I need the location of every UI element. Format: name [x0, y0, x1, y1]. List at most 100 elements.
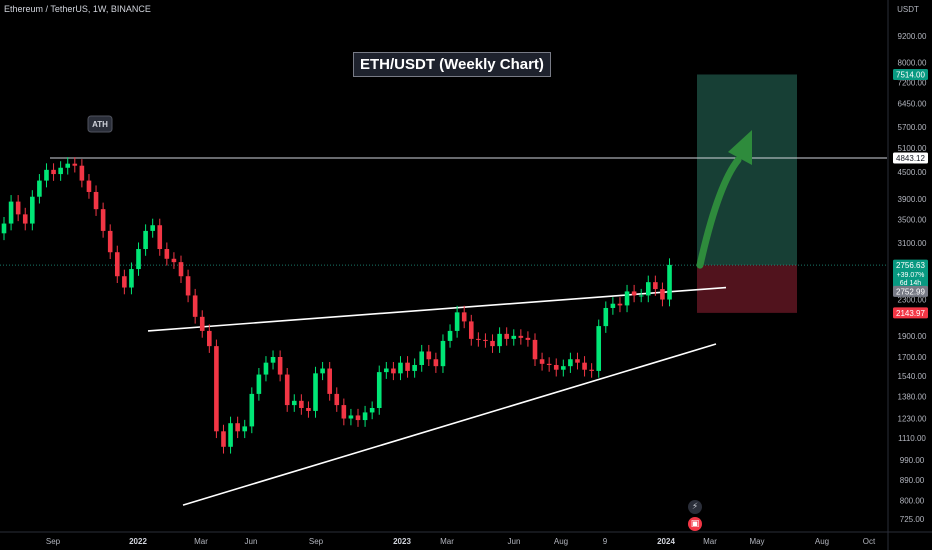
candle[interactable]	[504, 327, 509, 346]
candle[interactable]	[150, 218, 155, 238]
candle[interactable]	[235, 416, 240, 439]
candle[interactable]	[405, 356, 410, 378]
candle[interactable]	[164, 242, 170, 266]
event-icon[interactable]: ▣	[688, 517, 702, 531]
candle[interactable]	[376, 365, 382, 415]
candle[interactable]	[51, 163, 56, 181]
candle[interactable]	[86, 174, 92, 199]
candle[interactable]	[228, 416, 233, 454]
candle[interactable]	[107, 224, 113, 259]
candle[interactable]	[426, 344, 432, 367]
candle[interactable]	[129, 262, 134, 295]
candle[interactable]	[553, 358, 559, 377]
price-label-current[interactable]: 2756.63 +39.07%6d 14h	[893, 259, 928, 288]
candle[interactable]	[320, 361, 325, 381]
candle[interactable]	[490, 334, 495, 353]
candle[interactable]	[476, 332, 481, 347]
candle[interactable]	[1, 217, 7, 241]
candle[interactable]	[454, 305, 460, 338]
lower-trendline[interactable]	[182, 343, 717, 506]
candle[interactable]	[306, 401, 311, 418]
candle[interactable]	[157, 218, 163, 256]
candle[interactable]	[207, 324, 212, 353]
candle[interactable]	[355, 408, 361, 427]
candle[interactable]	[631, 284, 637, 303]
candle[interactable]	[497, 327, 502, 353]
bolt-icon[interactable]: ⚡	[688, 500, 702, 514]
candle[interactable]	[8, 195, 14, 231]
candle[interactable]	[192, 288, 198, 324]
candle[interactable]	[341, 398, 347, 426]
candle[interactable]	[525, 331, 531, 347]
candle[interactable]	[511, 329, 517, 346]
candle[interactable]	[313, 366, 318, 418]
candle[interactable]	[256, 368, 262, 401]
price-label-level[interactable]: 4843.12	[893, 152, 928, 164]
candle[interactable]	[270, 350, 276, 370]
candle[interactable]	[72, 157, 78, 173]
candle[interactable]	[419, 344, 425, 372]
candle[interactable]	[79, 159, 85, 188]
candle[interactable]	[185, 269, 191, 303]
candle[interactable]	[136, 242, 141, 276]
price-label-grey[interactable]: 2752.99	[893, 285, 928, 297]
candle[interactable]	[391, 361, 396, 381]
candle[interactable]	[362, 405, 368, 427]
candle[interactable]	[242, 419, 248, 439]
candle[interactable]	[660, 282, 665, 307]
candle[interactable]	[596, 319, 602, 378]
candle[interactable]	[568, 352, 573, 373]
candle[interactable]	[483, 333, 488, 348]
candle[interactable]	[398, 356, 403, 381]
candle[interactable]	[589, 363, 594, 378]
candle[interactable]	[461, 305, 467, 329]
candle[interactable]	[44, 163, 49, 188]
candle[interactable]	[277, 350, 283, 382]
candle[interactable]	[348, 408, 354, 426]
candle[interactable]	[22, 207, 28, 231]
candle[interactable]	[447, 324, 453, 348]
candle[interactable]	[539, 352, 545, 371]
candle[interactable]	[58, 161, 63, 181]
upper-trendline[interactable]	[147, 286, 727, 332]
candle[interactable]	[214, 339, 219, 439]
candle[interactable]	[37, 174, 42, 204]
price-label-target[interactable]: 7514.00	[893, 68, 928, 80]
candle[interactable]	[603, 301, 609, 333]
candle[interactable]	[100, 202, 106, 238]
candle[interactable]	[468, 314, 474, 346]
candle[interactable]	[143, 224, 148, 256]
candle[interactable]	[667, 258, 672, 307]
candle[interactable]	[532, 333, 538, 367]
candle[interactable]	[582, 356, 587, 377]
candle[interactable]	[327, 361, 332, 401]
candle[interactable]	[178, 255, 184, 283]
candle[interactable]	[412, 358, 417, 378]
candle[interactable]	[384, 361, 389, 379]
price-label-stop[interactable]: 2143.97	[893, 307, 928, 319]
candle[interactable]	[653, 275, 658, 296]
candle[interactable]	[561, 359, 566, 377]
candle[interactable]	[30, 190, 35, 231]
candle[interactable]	[645, 275, 651, 303]
candle[interactable]	[199, 310, 205, 338]
candle[interactable]	[122, 269, 127, 295]
candle[interactable]	[114, 245, 120, 283]
candle[interactable]	[171, 252, 177, 269]
candle[interactable]	[221, 424, 226, 454]
candle[interactable]	[546, 357, 552, 372]
candle[interactable]	[263, 356, 269, 382]
candle[interactable]	[15, 195, 21, 222]
candle[interactable]	[284, 368, 290, 412]
candle[interactable]	[369, 401, 375, 420]
candle[interactable]	[624, 284, 630, 313]
candle[interactable]	[638, 288, 644, 303]
candle[interactable]	[334, 387, 340, 412]
candle[interactable]	[291, 394, 297, 412]
candle[interactable]	[93, 185, 99, 216]
candle[interactable]	[610, 297, 616, 315]
candle[interactable]	[433, 352, 439, 373]
candle[interactable]	[575, 352, 580, 370]
candle[interactable]	[249, 387, 255, 434]
